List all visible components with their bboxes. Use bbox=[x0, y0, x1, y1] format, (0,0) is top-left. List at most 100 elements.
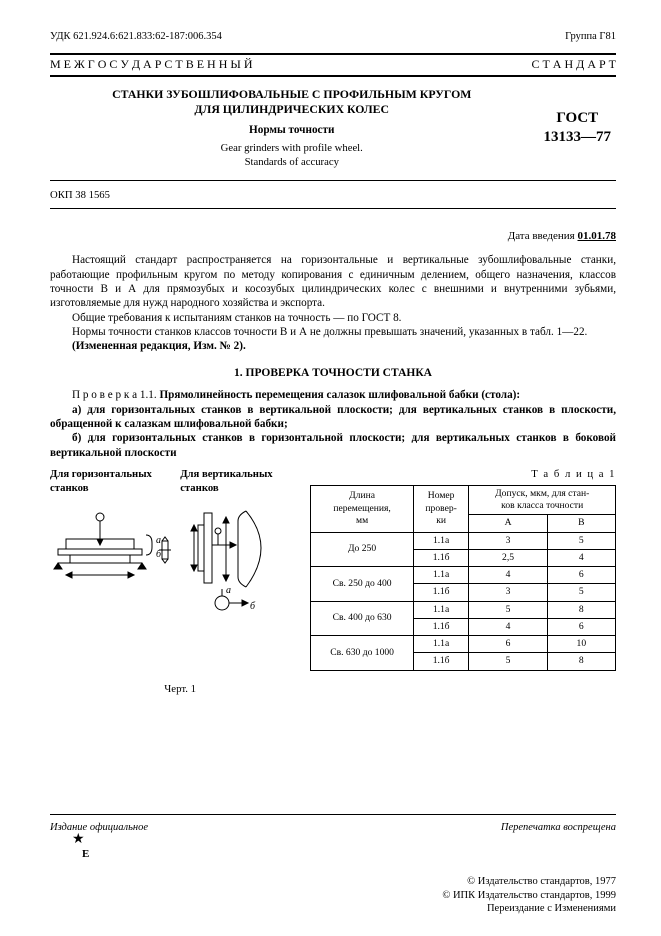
para-4: (Измененная редакция, Изм. № 2). bbox=[50, 339, 616, 353]
footer-row1: Издание официальное Перепечатка воспреще… bbox=[50, 821, 616, 834]
check-title: Прямолинейность перемещения салазок шлиф… bbox=[157, 389, 520, 401]
figure-drawing: а б bbox=[50, 495, 310, 625]
th-check-1: Номер bbox=[428, 490, 455, 501]
check-b: б) для горизонтальных станков в горизонт… bbox=[50, 431, 616, 460]
cell: 3 bbox=[469, 532, 547, 549]
caption-vertical: Для вертикальных станков bbox=[180, 468, 310, 495]
date-label: Дата введения bbox=[508, 230, 578, 242]
th-tolerance: Допуск, мкм, для стан- ков класса точнос… bbox=[469, 485, 616, 515]
table-label: Т а б л и ц а 1 bbox=[310, 468, 616, 482]
check-head: П р о в е р к а 1.1. Прямолинейность пер… bbox=[50, 388, 616, 402]
cell: 1.1б bbox=[413, 653, 469, 670]
table-body: До 2501.1а35 1.1б2,54 Св. 250 до 4001.1а… bbox=[311, 532, 616, 670]
cell: 4 bbox=[547, 549, 615, 566]
svg-text:а: а bbox=[226, 585, 231, 596]
title-line2: ДЛЯ ЦИЛИНДРИЧЕСКИХ КОЛЕС bbox=[50, 102, 534, 117]
tolerance-table: Длина перемещения, мм Номер провер- ки Д… bbox=[310, 485, 616, 671]
footer: Издание официальное Перепечатка воспреще… bbox=[50, 814, 616, 916]
th-length: Длина перемещения, мм bbox=[311, 485, 413, 532]
check-lead: П р о в е р к а 1.1. bbox=[72, 389, 157, 401]
table-column: Т а б л и ц а 1 Длина перемещения, мм Но… bbox=[310, 468, 616, 671]
cell: 5 bbox=[469, 653, 547, 670]
banner-title: М Е Ж Г О С У Д А Р С Т В Е Н Н Ы Й С Т … bbox=[50, 57, 616, 72]
pub-line-2: © ИПК Издательство стандартов, 1999 bbox=[50, 889, 616, 903]
cell: 10 bbox=[547, 636, 615, 653]
figure-column: Для горизонтальных станков Для вертикаль… bbox=[50, 468, 310, 697]
pub-line-3: Переиздание с Изменениями bbox=[50, 902, 616, 916]
check-1-1: П р о в е р к а 1.1. Прямолинейность пер… bbox=[50, 388, 616, 460]
footer-right: Перепечатка воспрещена bbox=[501, 821, 616, 834]
th-class-a: А bbox=[469, 515, 547, 532]
publisher-block: © Издательство стандартов, 1977 © ИПК Из… bbox=[50, 875, 616, 916]
page: УДК 621.924.6:621.833:62-187:006.354 Гру… bbox=[0, 0, 661, 936]
th-tol-1: Допуск, мкм, для стан- bbox=[495, 488, 589, 499]
okp-code: ОКП 38 1565 bbox=[50, 189, 616, 203]
th-length-3: мм bbox=[356, 515, 368, 526]
cell: 8 bbox=[547, 601, 615, 618]
th-class-b: В bbox=[547, 515, 615, 532]
cell: Св. 400 до 630 bbox=[311, 601, 413, 636]
title-line3: Нормы точности bbox=[50, 123, 534, 137]
check-a-text: а) для горизонтальных станков в вертикал… bbox=[50, 404, 616, 430]
rule-heavy bbox=[50, 53, 616, 55]
section-1-heading: 1. ПРОВЕРКА ТОЧНОСТИ СТАНКА bbox=[50, 366, 616, 381]
title-line1: СТАНКИ ЗУБОШЛИФОВАЛЬНЫЕ С ПРОФИЛЬНЫМ КРУ… bbox=[50, 87, 534, 102]
cell: 6 bbox=[469, 636, 547, 653]
footer-left: Издание официальное bbox=[50, 821, 148, 834]
title-block: СТАНКИ ЗУБОШЛИФОВАЛЬНЫЕ С ПРОФИЛЬНЫМ КРУ… bbox=[50, 87, 616, 170]
check-a: а) для горизонтальных станков в вертикал… bbox=[50, 403, 616, 432]
cell: До 250 bbox=[311, 532, 413, 567]
cell: 3 bbox=[469, 584, 547, 601]
footer-rule bbox=[50, 814, 616, 815]
cell: 1.1б bbox=[413, 618, 469, 635]
gost-label: ГОСТ bbox=[544, 109, 612, 128]
group-code: Группа Г81 bbox=[565, 30, 616, 43]
cell: 1.1а bbox=[413, 532, 469, 549]
th-tol-2: ков класса точности bbox=[501, 500, 583, 511]
rule-heavy-2 bbox=[50, 75, 616, 77]
title-en2: Standards of accuracy bbox=[50, 156, 534, 170]
cell: 1.1а bbox=[413, 567, 469, 584]
cell: 1.1а bbox=[413, 601, 469, 618]
pub-line-1: © Издательство стандартов, 1977 bbox=[50, 875, 616, 889]
cell: Св. 630 до 1000 bbox=[311, 636, 413, 671]
cell: 1.1б bbox=[413, 584, 469, 601]
top-meta-row: УДК 621.924.6:621.833:62-187:006.354 Гру… bbox=[50, 30, 616, 43]
banner-right: С Т А Н Д А Р Т bbox=[531, 57, 616, 72]
title-en1: Gear grinders with profile wheel. bbox=[50, 142, 534, 156]
cell: 5 bbox=[547, 584, 615, 601]
caption-horizontal: Для горизонтальных станков bbox=[50, 468, 180, 495]
cell: 4 bbox=[469, 567, 547, 584]
cell: 5 bbox=[547, 532, 615, 549]
cell: 2,5 bbox=[469, 549, 547, 566]
figure-number: Черт. 1 bbox=[50, 683, 310, 697]
rule-light bbox=[50, 180, 616, 181]
cell: 8 bbox=[547, 653, 615, 670]
para-3: Нормы точности станков классов точности … bbox=[50, 325, 616, 339]
cell: 1.1б bbox=[413, 549, 469, 566]
para-2: Общие требования к испытаниям станков на… bbox=[50, 311, 616, 325]
cell: 6 bbox=[547, 567, 615, 584]
gost-value: 13133—77 bbox=[544, 128, 612, 147]
cell: Св. 250 до 400 bbox=[311, 567, 413, 602]
intro-text: Настоящий стандарт распространяется на г… bbox=[50, 253, 616, 353]
title-left: СТАНКИ ЗУБОШЛИФОВАЛЬНЫЕ С ПРОФИЛЬНЫМ КРУ… bbox=[50, 87, 534, 170]
letter-e: Е bbox=[82, 847, 616, 861]
svg-text:а: а bbox=[156, 535, 161, 546]
cell: 4 bbox=[469, 618, 547, 635]
date-value: 01.01.78 bbox=[578, 230, 617, 242]
check-b-text: б) для горизонтальных станков в горизонт… bbox=[50, 432, 616, 458]
gost-number: ГОСТ 13133—77 bbox=[534, 109, 617, 147]
rule-light-2 bbox=[50, 208, 616, 209]
cell: 1.1а bbox=[413, 636, 469, 653]
svg-text:б: б bbox=[250, 601, 256, 612]
th-check-3: ки bbox=[436, 515, 446, 526]
para-1: Настоящий стандарт распространяется на г… bbox=[50, 253, 616, 310]
star-icon: ★ bbox=[72, 834, 616, 847]
th-check-2: провер- bbox=[425, 503, 456, 514]
figure-captions: Для горизонтальных станков Для вертикаль… bbox=[50, 468, 310, 495]
th-length-2: перемещения, bbox=[333, 503, 391, 514]
figure-and-table-row: Для горизонтальных станков Для вертикаль… bbox=[50, 468, 616, 697]
th-length-1: Длина bbox=[349, 490, 375, 501]
effective-date: Дата введения 01.01.78 bbox=[50, 229, 616, 243]
